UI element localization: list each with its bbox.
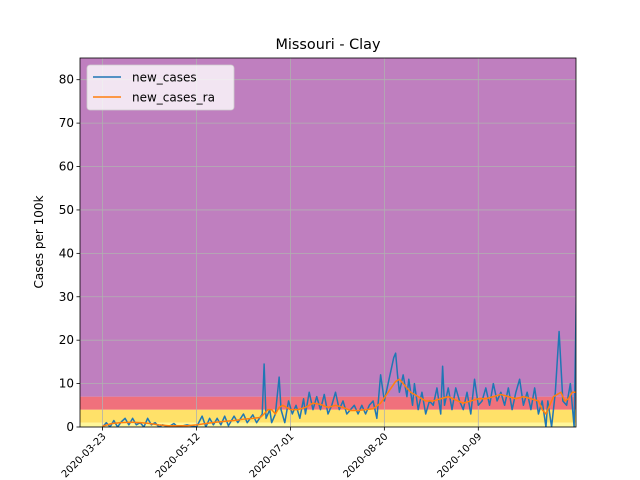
y-tick-label: 30 <box>59 290 74 304</box>
legend-label: new_cases <box>132 71 197 85</box>
y-tick-label: 40 <box>59 246 74 260</box>
x-tick-label: 2020-08-20 <box>342 431 391 480</box>
x-tick-label: 2020-10-09 <box>436 431 485 480</box>
x-tick-label: 2020-07-01 <box>248 431 297 480</box>
y-tick-label: 50 <box>59 203 74 217</box>
y-tick-label: 0 <box>66 420 74 434</box>
y-axis-label: Cases per 100k <box>32 195 46 288</box>
y-tick-label: 10 <box>59 377 74 391</box>
y-tick-label: 70 <box>59 116 74 130</box>
x-tick-label: 2020-03-23 <box>60 431 109 480</box>
y-tick-label: 80 <box>59 73 74 87</box>
legend-box <box>86 64 235 111</box>
y-tick-label: 60 <box>59 160 74 174</box>
green-band <box>80 422 576 427</box>
threshold-bands <box>80 58 576 427</box>
series-line-new_cases_ra <box>102 378 576 427</box>
plot-frame <box>79 57 577 428</box>
legend-label: new_cases_ra <box>132 91 215 105</box>
legend: new_cases new_cases_ra <box>86 64 235 111</box>
chart-title: Missouri - Clay <box>276 37 381 53</box>
y-tick-label: 20 <box>59 333 74 347</box>
x-tick-label: 2020-05-12 <box>154 431 203 480</box>
series-lines <box>101 270 576 427</box>
